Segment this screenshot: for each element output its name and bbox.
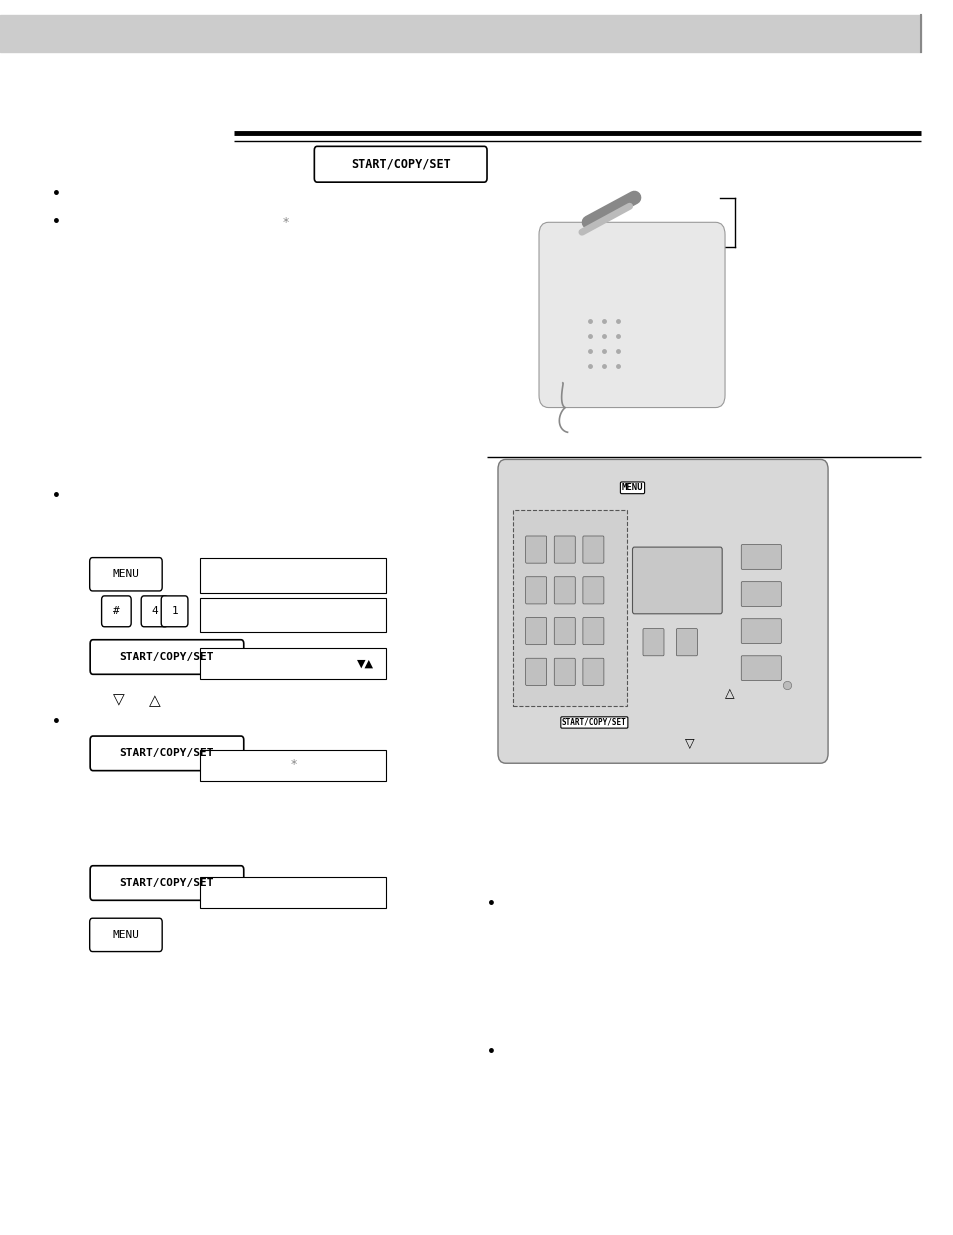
Text: ▽: ▽: [684, 737, 694, 750]
Bar: [200, 750, 386, 781]
Text: START/COPY/SET: START/COPY/SET: [561, 718, 626, 727]
Text: START/COPY/SET: START/COPY/SET: [351, 158, 450, 170]
Bar: [200, 648, 386, 679]
Text: •: •: [52, 489, 61, 504]
Text: START/COPY/SET: START/COPY/SET: [119, 748, 214, 758]
Bar: [200, 598, 386, 632]
FancyBboxPatch shape: [525, 658, 546, 685]
FancyBboxPatch shape: [554, 577, 575, 604]
FancyBboxPatch shape: [102, 597, 131, 627]
FancyBboxPatch shape: [497, 459, 827, 763]
FancyBboxPatch shape: [314, 146, 486, 182]
FancyBboxPatch shape: [90, 866, 244, 900]
FancyBboxPatch shape: [554, 658, 575, 685]
Text: *: *: [602, 466, 608, 478]
FancyBboxPatch shape: [740, 545, 781, 569]
Text: START/COPY/SET: START/COPY/SET: [119, 878, 214, 888]
Text: •: •: [52, 715, 61, 730]
Text: MENU: MENU: [112, 930, 139, 940]
Text: △: △: [724, 688, 734, 700]
Text: •: •: [486, 897, 495, 911]
FancyBboxPatch shape: [161, 597, 188, 627]
Text: 1: 1: [171, 606, 178, 616]
Text: START/COPY/SET: START/COPY/SET: [119, 652, 214, 662]
FancyBboxPatch shape: [525, 618, 546, 645]
FancyBboxPatch shape: [538, 222, 724, 408]
FancyBboxPatch shape: [582, 577, 603, 604]
Text: •: •: [52, 215, 61, 230]
Text: •: •: [486, 1045, 495, 1060]
Text: •: •: [52, 186, 61, 201]
FancyBboxPatch shape: [554, 618, 575, 645]
FancyBboxPatch shape: [513, 510, 626, 706]
FancyBboxPatch shape: [90, 640, 244, 674]
Text: #: #: [112, 606, 120, 616]
FancyBboxPatch shape: [676, 629, 697, 656]
FancyBboxPatch shape: [582, 536, 603, 563]
Text: MENU: MENU: [112, 569, 139, 579]
Text: △: △: [149, 693, 160, 708]
Text: MENU: MENU: [621, 483, 642, 493]
FancyBboxPatch shape: [525, 577, 546, 604]
Bar: [200, 877, 386, 908]
FancyBboxPatch shape: [642, 629, 663, 656]
Text: ▽: ▽: [113, 693, 125, 708]
Text: ▼▲: ▼▲: [356, 658, 374, 668]
FancyBboxPatch shape: [632, 547, 721, 614]
Bar: [200, 558, 386, 593]
FancyBboxPatch shape: [554, 536, 575, 563]
FancyBboxPatch shape: [740, 656, 781, 680]
Text: *: *: [291, 758, 296, 771]
FancyBboxPatch shape: [740, 582, 781, 606]
FancyBboxPatch shape: [582, 618, 603, 645]
Bar: [0, 15, 920, 52]
FancyBboxPatch shape: [141, 597, 168, 627]
Text: *: *: [283, 216, 289, 228]
FancyBboxPatch shape: [525, 536, 546, 563]
FancyBboxPatch shape: [740, 619, 781, 643]
FancyBboxPatch shape: [90, 736, 244, 771]
FancyBboxPatch shape: [90, 919, 162, 951]
FancyBboxPatch shape: [582, 658, 603, 685]
FancyBboxPatch shape: [90, 557, 162, 590]
Text: 4: 4: [151, 606, 158, 616]
